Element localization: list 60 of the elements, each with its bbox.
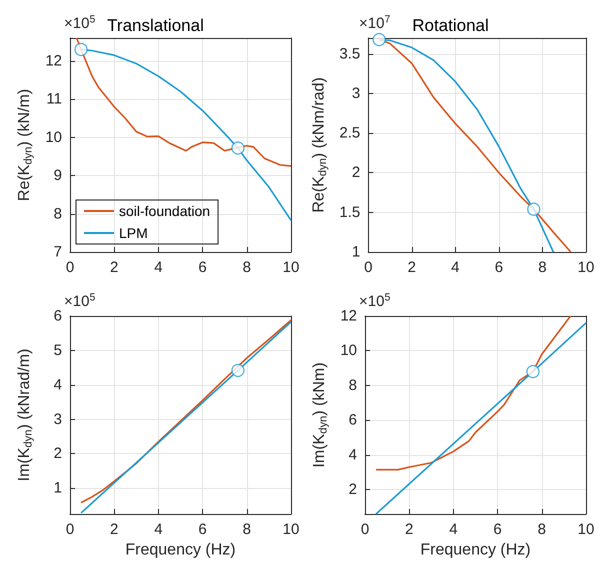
- y-tick-label: 11: [46, 90, 62, 108]
- x-tick-label: 2: [408, 259, 416, 276]
- y-tick-label: 3: [54, 410, 62, 428]
- x-tick-label: 10: [282, 259, 300, 276]
- x-tick-label: 2: [110, 521, 118, 538]
- y-tick-label: 2: [352, 164, 360, 182]
- y-tick-label: 1: [352, 244, 360, 260]
- x-tick-label: 8: [242, 521, 251, 538]
- x-tick-label: 0: [364, 259, 372, 276]
- x-axis-title: Frequency (Hz): [125, 541, 236, 558]
- x-tick-label: 0: [360, 521, 370, 538]
- y-tick-label: 12: [340, 308, 357, 324]
- y-tick-label: 8: [54, 205, 62, 222]
- x-tick-label: 6: [198, 259, 207, 276]
- y-tick-label: 12: [45, 52, 62, 70]
- legend-label: soil-foundation: [119, 203, 210, 219]
- y-tick-label: 6: [54, 308, 62, 324]
- y-tick-label: 2: [54, 445, 62, 462]
- y-tick-label: 2: [348, 481, 357, 498]
- x-tick-label: 8: [538, 259, 547, 276]
- y-tick-label: 4: [348, 446, 357, 464]
- x-tick-label: 10: [578, 259, 594, 276]
- x-tick-label: 10: [282, 521, 300, 538]
- x-tick-label: 8: [242, 259, 251, 276]
- legend-label: LPM: [119, 225, 148, 241]
- chart-title: Rotational: [412, 16, 489, 35]
- y-tick-label: 10: [45, 128, 62, 146]
- x-tick-label: 6: [198, 521, 207, 538]
- x-tick-label: 0: [66, 259, 74, 276]
- y-tick-label: 4: [54, 376, 62, 394]
- y-axis-title: Im(Kdyn) (kNrad/m): [16, 348, 34, 482]
- y-tick-label: 1: [54, 480, 62, 497]
- x-tick-label: 6: [494, 259, 504, 276]
- x-tick-label: 4: [449, 521, 458, 538]
- x-tick-label: 10: [578, 521, 594, 538]
- line-series: [375, 315, 572, 471]
- x-tick-label: 0: [66, 521, 74, 538]
- x-axis-title: Frequency (Hz): [420, 541, 531, 558]
- y-tick-label: 3: [352, 84, 360, 102]
- y-tick-label: 1.5: [339, 204, 360, 221]
- y-axis-title: Re(Kdyn) (kN/m): [16, 88, 34, 202]
- y-tick-label: 8: [348, 376, 357, 394]
- x-tick-label: 8: [538, 521, 546, 538]
- x-tick-label: 2: [405, 521, 414, 538]
- x-tick-label: 4: [154, 259, 163, 276]
- chart-title: Translational: [107, 16, 204, 35]
- x-tick-label: 6: [493, 521, 502, 538]
- line-series: [76, 37, 292, 167]
- x-tick-label: 4: [451, 259, 460, 276]
- y-tick-label: 6: [348, 412, 357, 429]
- y-tick-label: 2.5: [339, 124, 360, 142]
- x-tick-label: 2: [110, 259, 118, 276]
- y-axis-title: Im(Kdyn) (kNm): [311, 362, 330, 468]
- x-tick-label: 4: [154, 521, 163, 538]
- y-tick-label: 7: [54, 244, 62, 260]
- y-tick-label: 9: [54, 167, 62, 184]
- y-tick-label: 5: [54, 342, 62, 359]
- y-tick-label: 10: [340, 342, 357, 360]
- y-tick-label: 3.5: [339, 45, 360, 62]
- y-axis-title: Re(Kdyn) (kNm/rad): [310, 77, 329, 213]
